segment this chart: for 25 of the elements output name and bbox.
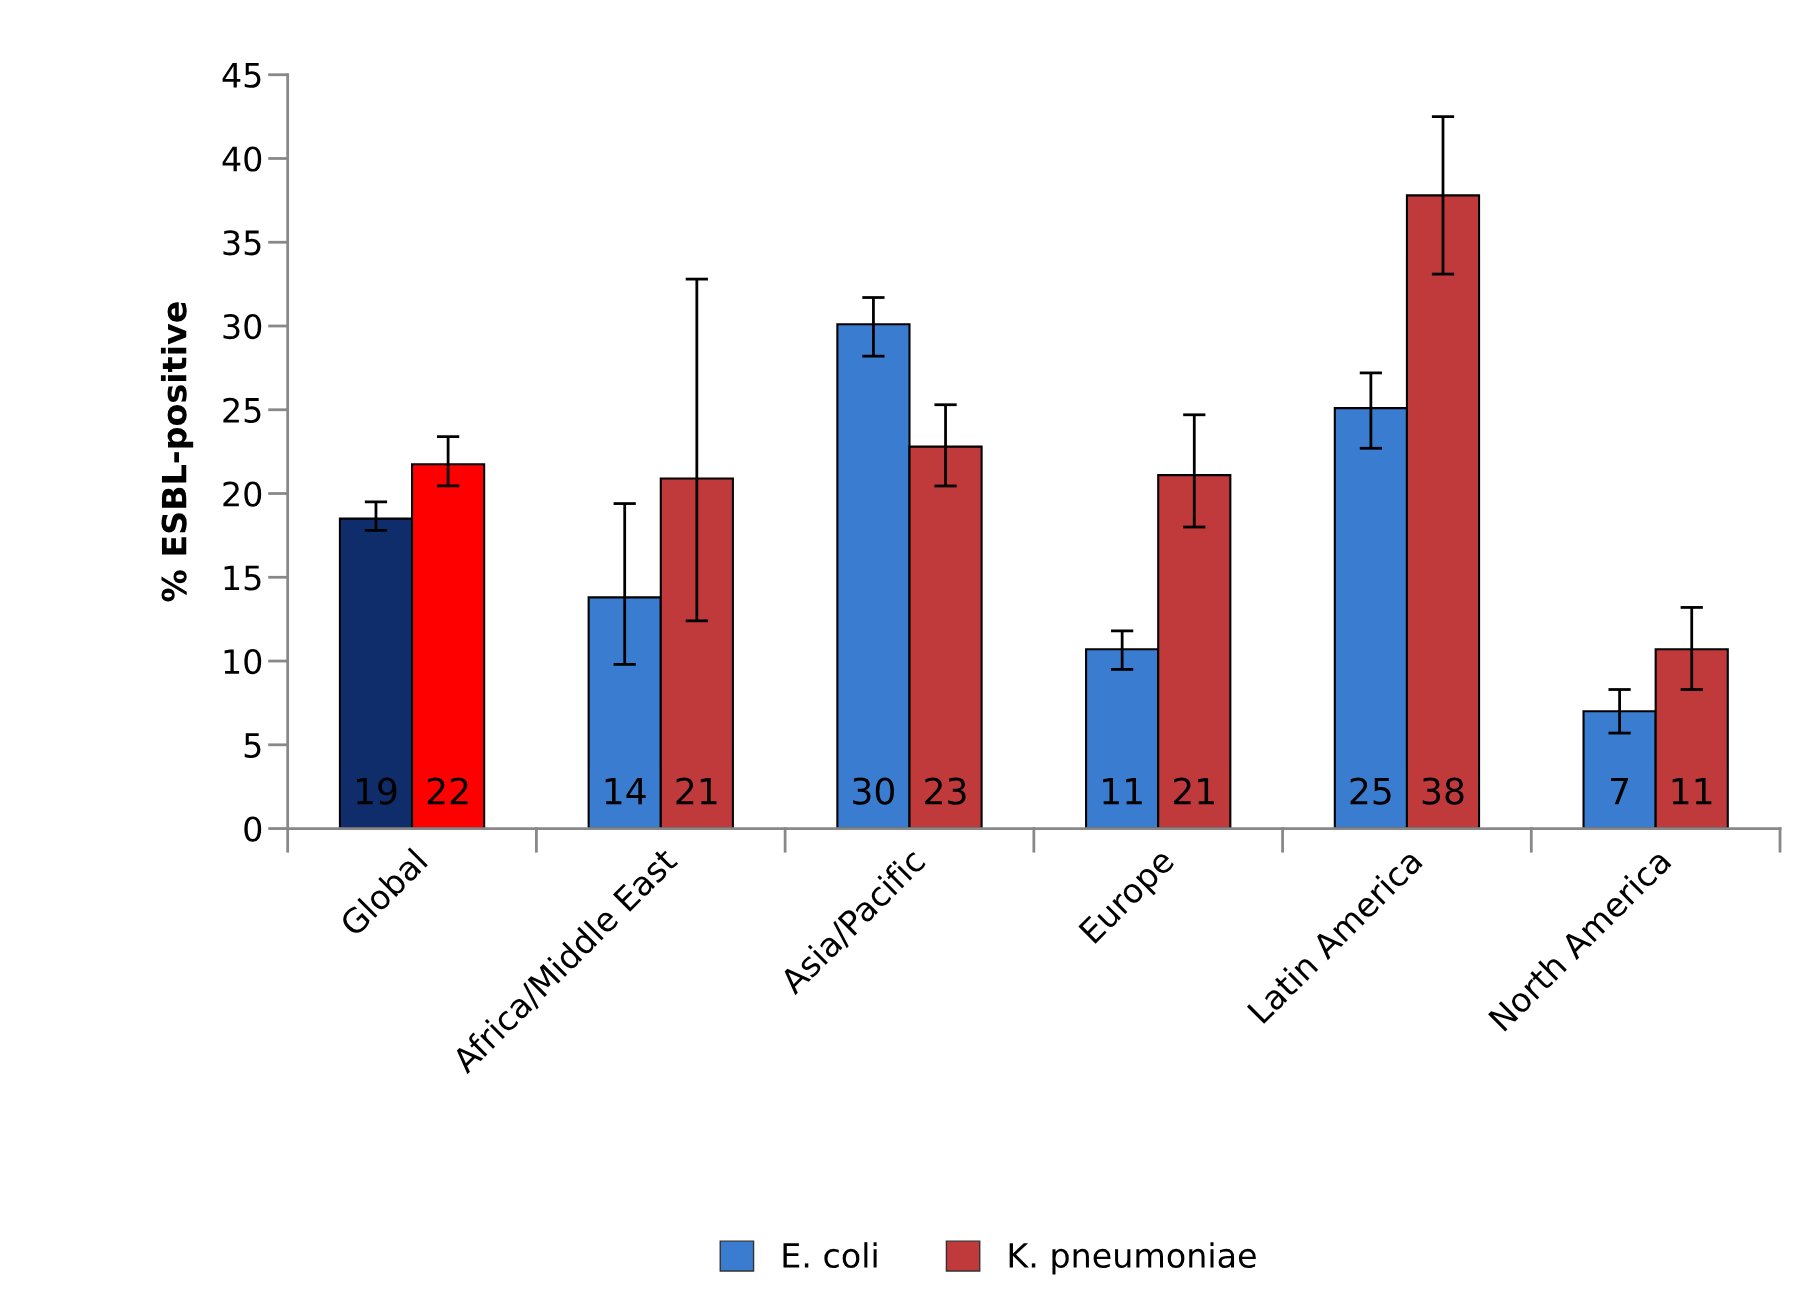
y-tick-label: 35 bbox=[223, 230, 261, 256]
data-label: 21 bbox=[676, 777, 717, 805]
y-tick-label: 5 bbox=[244, 733, 261, 758]
data-label: 25 bbox=[1350, 777, 1391, 805]
data-label: 11 bbox=[1103, 777, 1142, 805]
data-label: 21 bbox=[1173, 777, 1214, 805]
data-label: 23 bbox=[925, 777, 966, 805]
data-label: 14 bbox=[605, 777, 646, 805]
data-label: 22 bbox=[427, 777, 468, 805]
data-label: 7 bbox=[1611, 777, 1628, 805]
data-label: 11 bbox=[1672, 777, 1712, 805]
legend-label: E. coli bbox=[783, 1242, 877, 1268]
y-tick-label: 45 bbox=[222, 63, 261, 88]
data-label: 30 bbox=[853, 777, 894, 805]
y-tick-label: 0 bbox=[244, 816, 262, 842]
y-tick-label: 25 bbox=[223, 397, 261, 423]
data-label: 38 bbox=[1422, 777, 1464, 805]
data-label: 19 bbox=[356, 777, 397, 805]
y-tick-label: 10 bbox=[224, 648, 262, 675]
y-tick-label: 15 bbox=[224, 565, 261, 591]
y-tick-label: 20 bbox=[223, 481, 262, 507]
y-tick-label: 30 bbox=[223, 313, 262, 340]
y-tick-label: 40 bbox=[222, 146, 262, 172]
y-axis-title: % ESBL-positive bbox=[160, 302, 194, 602]
legend-label: K. pneumoniae bbox=[1009, 1242, 1256, 1275]
